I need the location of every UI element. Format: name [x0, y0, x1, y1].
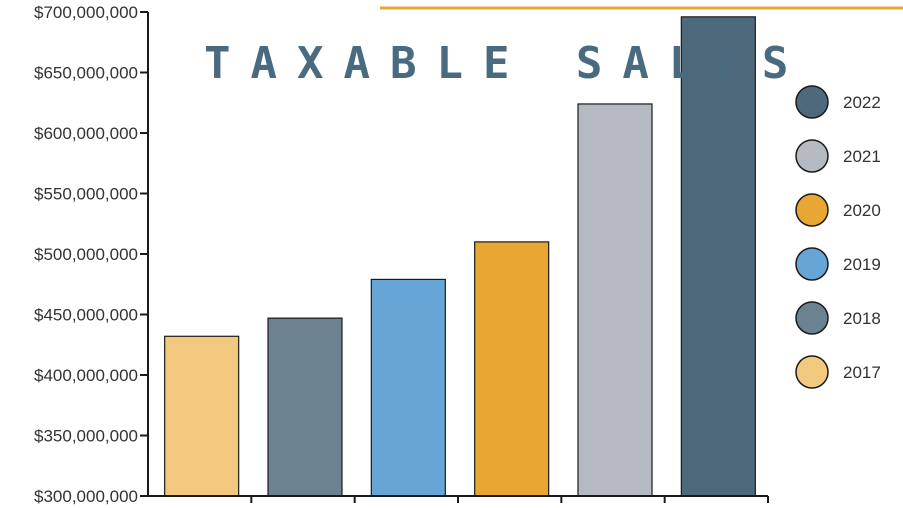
chart-title: TAXABLE SALES	[204, 38, 808, 89]
legend-label: 2021	[843, 147, 881, 166]
y-tick-label: $550,000,000	[34, 185, 138, 204]
legend-swatch-2019	[795, 247, 829, 281]
y-tick-label: $650,000,000	[34, 64, 138, 83]
legend-label: 2018	[843, 309, 881, 328]
legend-swatch-2022	[795, 85, 829, 119]
x-axis-ticks	[250, 496, 769, 503]
y-tick-label: $600,000,000	[34, 124, 138, 143]
y-tick-label: $350,000,000	[34, 427, 138, 446]
legend-swatch-2017	[795, 355, 829, 389]
y-tick-label: $700,000,000	[34, 3, 138, 22]
legend-label: 2020	[843, 201, 881, 220]
y-axis-labels: $700,000,000 $650,000,000 $600,000,000 $550…	[34, 3, 138, 506]
bar-2017	[164, 335, 240, 497]
bar-2018	[267, 317, 343, 497]
bar-2019	[370, 278, 446, 497]
bar-2020	[474, 241, 550, 497]
legend-swatch-2020	[795, 193, 829, 227]
bar-2021	[577, 103, 653, 497]
y-tick-label: $400,000,000	[34, 366, 138, 385]
legend: 2022 2021 2020 2019 2018 2017	[795, 85, 881, 389]
legend-swatch-2021	[795, 139, 829, 173]
legend-swatch-2018	[795, 301, 829, 335]
y-tick-label: $500,000,000	[34, 245, 138, 264]
legend-label: 2017	[843, 363, 881, 382]
y-tick-label: $300,000,000	[34, 487, 138, 506]
y-axis-ticks	[140, 11, 148, 497]
legend-label: 2022	[843, 93, 881, 112]
y-tick-label: $450,000,000	[34, 306, 138, 325]
bar-2022	[680, 16, 756, 497]
legend-label: 2019	[843, 255, 881, 274]
